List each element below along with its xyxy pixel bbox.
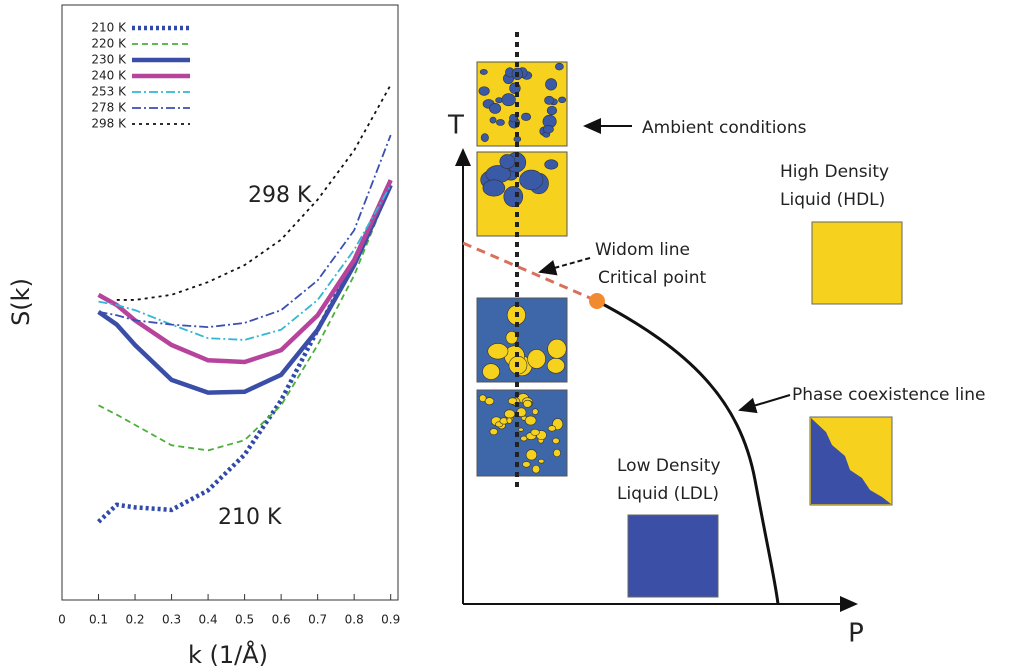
series-line <box>99 135 391 327</box>
domain <box>531 429 540 435</box>
legend-label: 240 K <box>91 69 127 83</box>
domain <box>547 106 557 115</box>
annotation: 210 K <box>218 505 282 530</box>
x-tick-label: 0.4 <box>199 613 218 627</box>
critical-point <box>589 293 605 309</box>
domain <box>532 409 538 415</box>
domain <box>548 426 556 432</box>
domain <box>479 87 489 96</box>
x-tick-label: 0.6 <box>272 613 291 627</box>
domain <box>482 364 499 380</box>
domain <box>545 160 558 170</box>
x-tick-label: 0.9 <box>381 613 400 627</box>
legend-label: 278 K <box>91 101 127 115</box>
series-line <box>99 185 391 450</box>
domain <box>496 119 504 125</box>
x-tick-label: 0 <box>58 613 66 627</box>
widom-line <box>463 243 597 301</box>
domain <box>547 358 564 373</box>
domain <box>525 416 536 425</box>
coexistence-label: Phase coexistence line <box>792 385 986 405</box>
x-tick-label: 0.1 <box>89 613 108 627</box>
hdl-label: High Density <box>780 162 889 182</box>
annotation: 298 K <box>248 183 312 208</box>
legend-label: 220 K <box>91 37 127 51</box>
domain <box>523 400 531 407</box>
domain <box>520 170 543 190</box>
domain <box>514 136 521 141</box>
domain <box>523 461 531 467</box>
ldl-box <box>628 515 718 597</box>
domain <box>545 79 556 91</box>
x-axis-label: k (1/Å) <box>188 640 268 669</box>
domain <box>555 63 563 70</box>
domain <box>558 97 565 103</box>
domain <box>532 465 540 473</box>
domain <box>519 428 524 431</box>
domain <box>490 428 498 434</box>
legend-label: 298 K <box>91 117 127 131</box>
x-tick-label: 0.2 <box>125 613 144 627</box>
domain <box>526 450 537 461</box>
domain <box>548 339 567 358</box>
domain <box>488 343 508 359</box>
ldl-label: Low Density <box>617 456 721 476</box>
domain <box>483 180 505 196</box>
legend-label: 253 K <box>91 85 127 99</box>
domain <box>538 459 544 463</box>
y-axis-label: S(k) <box>7 278 35 326</box>
domain <box>481 134 488 142</box>
p-label: P <box>848 619 864 649</box>
x-tick-label: 0.8 <box>345 613 364 627</box>
domain <box>489 103 500 113</box>
domain <box>507 418 512 424</box>
figure: k (1/Å) S(k) T P Ambient conditions High… <box>0 0 1016 672</box>
series-line <box>99 185 391 340</box>
domain <box>521 436 527 441</box>
domain <box>502 94 516 106</box>
legend-label: 230 K <box>91 53 127 67</box>
critical-label: Critical point <box>598 268 707 288</box>
phase-diagram: T P Ambient conditions High Density Liqu… <box>447 32 985 649</box>
hdl-box <box>812 222 902 304</box>
domain <box>543 125 553 133</box>
x-tick-label: 0.3 <box>162 613 181 627</box>
domain <box>504 410 514 418</box>
domain <box>485 398 494 405</box>
ambient-label: Ambient conditions <box>642 118 807 138</box>
widom-label: Widom line <box>595 240 690 260</box>
legend-label: 210 K <box>91 21 127 35</box>
x-tick-label: 0.5 <box>235 613 254 627</box>
domain <box>553 438 560 444</box>
domain <box>504 186 523 206</box>
domain <box>553 449 560 457</box>
domain <box>500 154 515 168</box>
t-label: T <box>447 111 464 141</box>
arrow <box>540 258 590 272</box>
hdl-label: Liquid (HDL) <box>780 190 885 210</box>
domain <box>528 349 546 368</box>
domain <box>544 96 554 104</box>
domain <box>480 69 487 74</box>
domain <box>521 113 530 121</box>
domain <box>490 117 496 123</box>
arrow <box>740 395 790 410</box>
series-line <box>99 180 391 362</box>
ldl-label: Liquid (LDL) <box>617 484 719 504</box>
x-tick-label: 0.7 <box>308 613 327 627</box>
